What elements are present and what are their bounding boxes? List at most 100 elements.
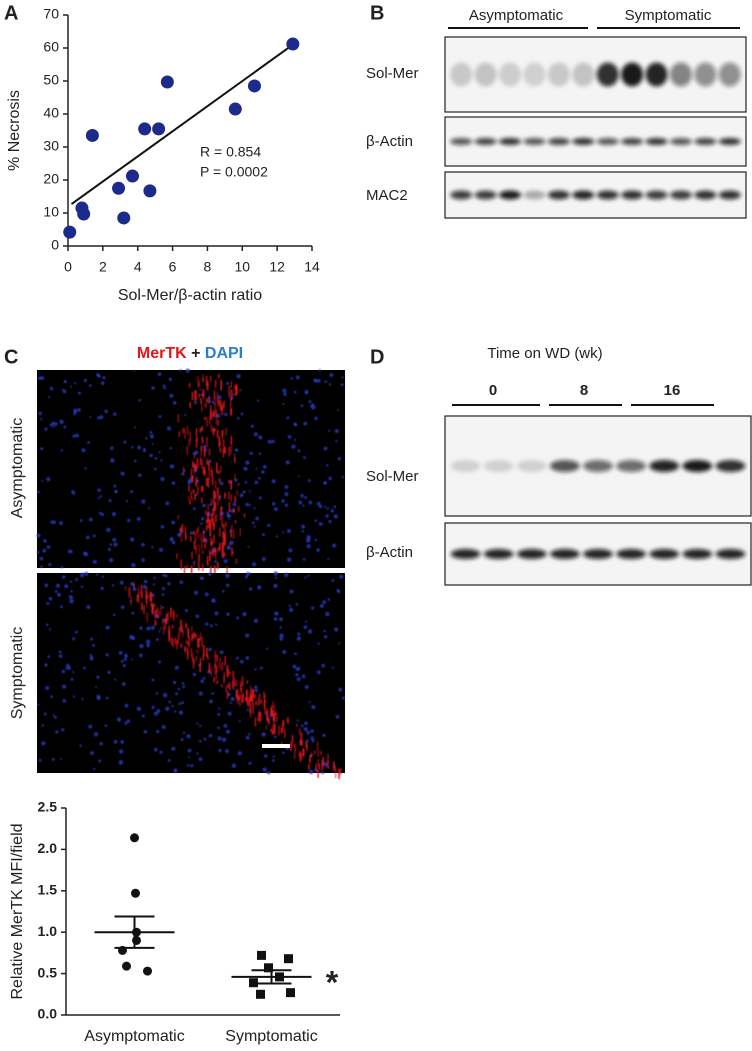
nucleus — [100, 586, 104, 591]
nucleus — [212, 692, 215, 695]
band — [474, 62, 497, 87]
stain — [250, 695, 253, 702]
stain — [221, 516, 223, 525]
stain — [221, 523, 223, 528]
nucleus — [253, 525, 256, 528]
stain — [180, 643, 183, 648]
stain — [224, 656, 226, 666]
nucleus — [64, 584, 69, 589]
stain — [208, 662, 211, 673]
stain — [208, 395, 210, 405]
nucleus — [151, 705, 155, 710]
nucleus — [238, 720, 241, 723]
stain — [230, 445, 232, 455]
nucleus — [278, 617, 284, 622]
blot-row: β-Actin — [366, 544, 413, 561]
stain — [272, 713, 275, 721]
stain — [224, 492, 226, 499]
band — [596, 62, 619, 87]
stain — [154, 609, 157, 618]
nucleus — [44, 583, 49, 588]
nucleus — [245, 460, 250, 465]
stain — [209, 529, 212, 537]
band — [669, 62, 692, 87]
nucleus — [84, 467, 87, 470]
stain — [215, 409, 217, 417]
band — [572, 190, 595, 200]
nucleus — [53, 715, 57, 719]
nucleus — [275, 535, 279, 538]
nucleus — [201, 577, 205, 580]
nucleus — [247, 733, 251, 736]
stain — [245, 690, 248, 696]
nucleus — [256, 585, 262, 590]
stain — [201, 486, 203, 493]
point — [143, 966, 152, 976]
nucleus — [174, 768, 178, 772]
nucleus — [41, 479, 44, 482]
stain — [219, 514, 222, 521]
nucleus — [326, 464, 329, 467]
nucleus — [136, 706, 142, 711]
stain — [219, 542, 221, 551]
band — [616, 460, 647, 472]
nucleus — [234, 478, 238, 482]
nucleus — [121, 682, 126, 687]
nucleus — [286, 529, 291, 533]
stain — [192, 658, 195, 669]
nucleus — [306, 535, 311, 540]
nucleus — [293, 390, 297, 394]
stain — [235, 558, 238, 565]
stain — [214, 654, 217, 663]
nucleus — [111, 511, 117, 517]
nucleus — [227, 711, 232, 716]
micrograph-row: Asymptomatic — [9, 418, 26, 518]
nucleus — [294, 652, 298, 656]
nucleus — [245, 633, 250, 638]
stain — [180, 526, 182, 536]
nucleus — [199, 740, 202, 743]
micrograph — [37, 573, 345, 773]
nucleus — [98, 759, 102, 763]
stain — [195, 392, 197, 401]
stain — [176, 553, 178, 559]
stain — [212, 518, 214, 526]
band — [474, 138, 497, 145]
nucleus — [142, 584, 147, 589]
nucleus — [112, 537, 117, 542]
nucleus — [122, 663, 127, 668]
nucleus — [193, 590, 199, 595]
stain — [196, 486, 199, 496]
nucleus — [239, 659, 244, 664]
nucleus — [71, 490, 76, 495]
nucleus — [187, 480, 192, 485]
nucleus — [182, 685, 186, 689]
panel-letter: C — [4, 346, 18, 368]
nucleus — [247, 545, 250, 548]
nucleus — [322, 600, 327, 605]
nucleus — [160, 476, 165, 482]
nucleus — [304, 576, 307, 579]
nucleus — [36, 533, 41, 538]
stain — [215, 415, 218, 425]
stain — [214, 650, 217, 658]
nucleus — [328, 476, 333, 481]
nucleus — [216, 413, 221, 418]
nucleus — [145, 436, 148, 440]
stain — [223, 523, 225, 529]
stain — [223, 400, 225, 409]
stain — [298, 752, 300, 757]
nucleus — [281, 499, 285, 503]
nucleus — [323, 481, 327, 485]
nucleus — [284, 485, 289, 490]
nucleus — [171, 704, 174, 708]
nucleus — [112, 613, 116, 617]
nucleus — [338, 687, 343, 692]
nucleus — [236, 373, 241, 379]
stain — [191, 652, 194, 656]
stain — [170, 607, 172, 618]
nucleus — [133, 369, 136, 372]
stain — [198, 382, 200, 387]
nucleus — [118, 650, 123, 655]
nucleus — [145, 639, 151, 645]
